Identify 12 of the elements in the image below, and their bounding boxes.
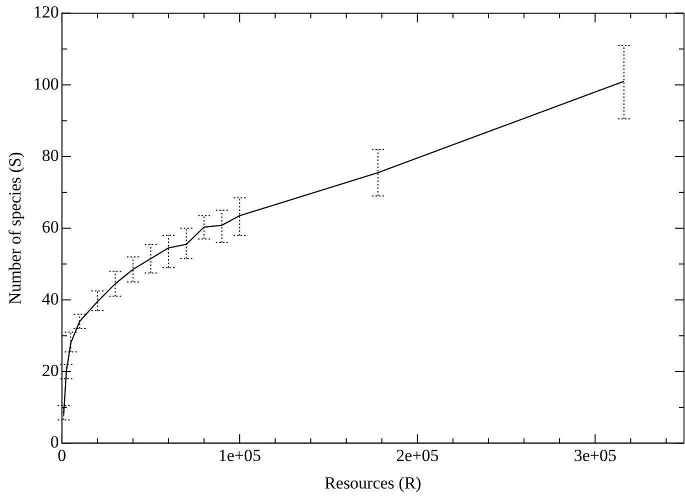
y-tick-label: 20 (42, 361, 59, 380)
y-tick-label: 120 (33, 2, 59, 22)
x-axis-title: Resources (R) (324, 473, 422, 492)
y-tick-label: 80 (42, 146, 59, 165)
x-tick-label: 1e+05 (218, 446, 261, 465)
y-tick-label: 40 (42, 289, 59, 308)
y-axis-title: Number of species (S) (6, 152, 25, 304)
y-tick-label: 0 (50, 432, 59, 452)
y-tick-label: 60 (42, 218, 59, 237)
x-tick-label: 2e+05 (396, 446, 439, 465)
y-tick-label: 100 (33, 74, 59, 94)
x-tick-label: 3e+05 (574, 446, 616, 465)
